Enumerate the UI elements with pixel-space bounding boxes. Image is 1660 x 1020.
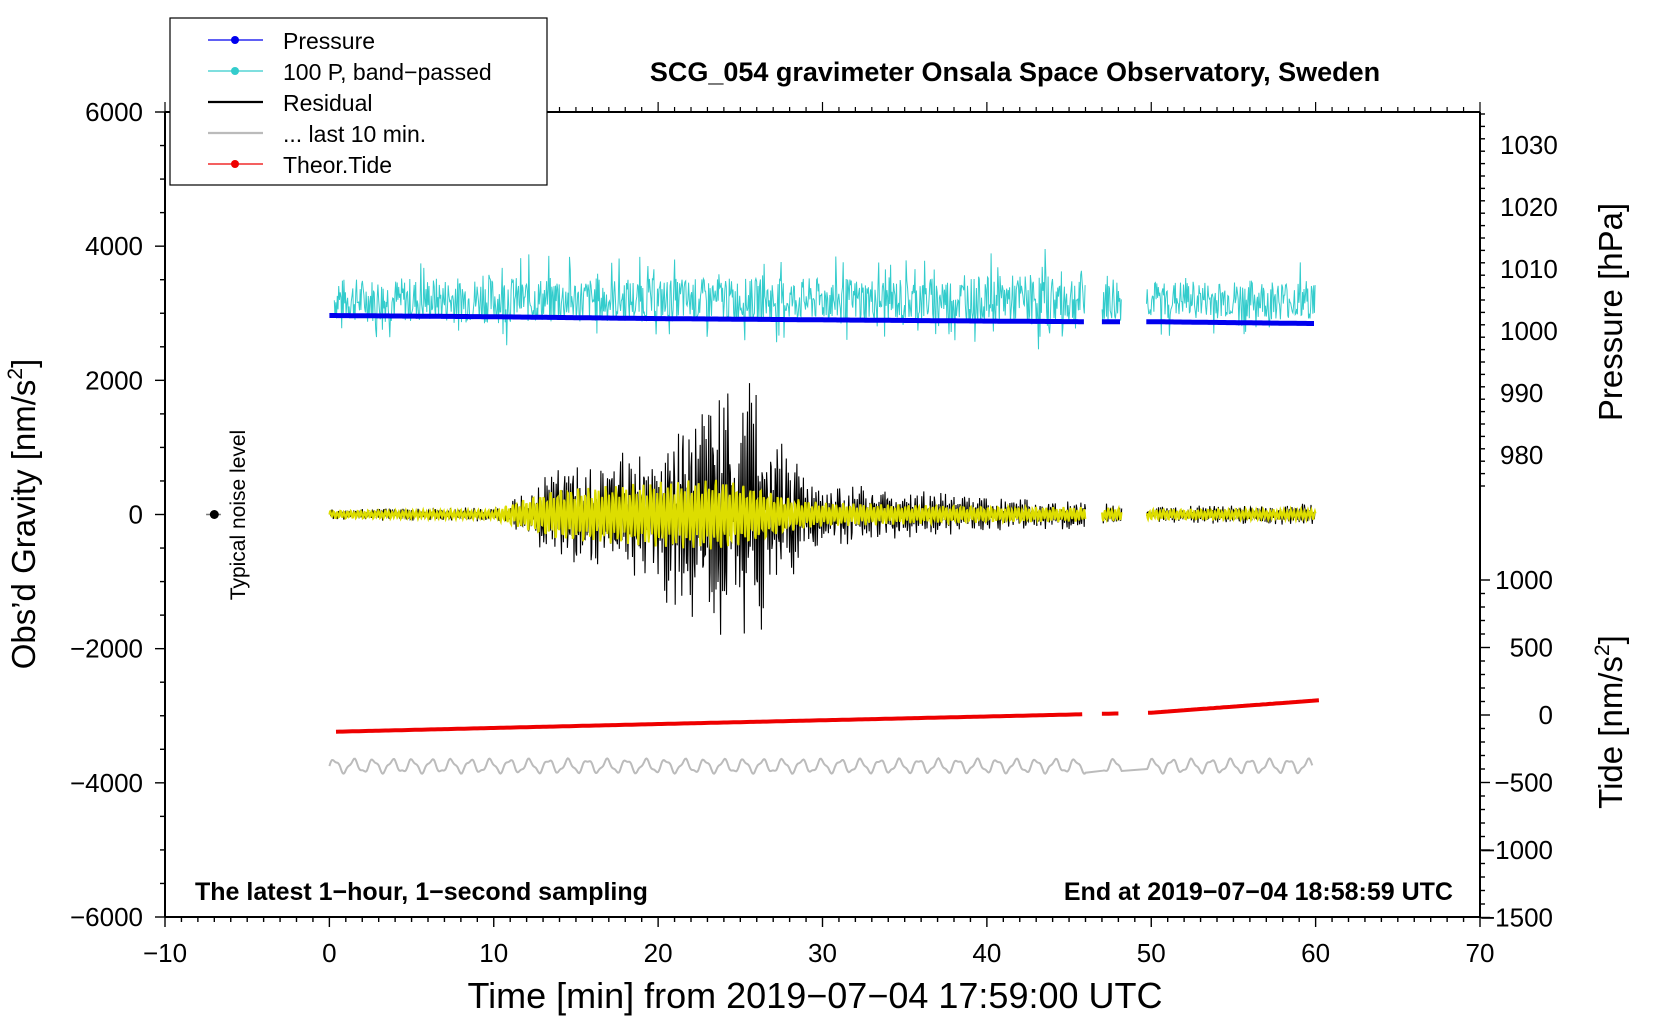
pressure-axis-label: Pressure [hPa] <box>1592 203 1629 421</box>
y-axis-label-left-exp: 2 <box>4 368 27 380</box>
legend-marker-bandpassed <box>231 67 239 75</box>
tide-line <box>335 698 1320 734</box>
chart-title: SCG_054 gravimeter Onsala Space Observat… <box>650 57 1380 87</box>
legend-label-residual: Residual <box>283 90 373 116</box>
x-tick-label: 70 <box>1466 938 1495 968</box>
legend-marker-pressure <box>231 36 239 44</box>
x-tick-label: 50 <box>1137 938 1166 968</box>
y-tick-label: −6000 <box>70 902 143 932</box>
y-axis-label-left: Obs’d Gravity [nm/s2] <box>4 359 42 670</box>
pressure-tick-label: 1030 <box>1500 130 1558 160</box>
legend: Pressure 100 P, band−passed Residual ...… <box>169 17 548 186</box>
legend-label-pressure: Pressure <box>283 28 375 54</box>
noise-level-marker <box>209 510 219 519</box>
tide-axis-label: Tide [nm/s2] <box>1591 635 1629 809</box>
sampling-note: The latest 1−hour, 1−second sampling <box>195 878 648 906</box>
y-tick-label: 2000 <box>85 365 143 395</box>
pressure-tick-label: 1020 <box>1500 192 1558 222</box>
legend-label-bandpassed: 100 P, band−passed <box>283 59 492 85</box>
y-tick-label: 6000 <box>85 97 143 127</box>
legend-label-tide: Theor.Tide <box>283 152 392 178</box>
bandpassed-pressure-line <box>333 248 1316 350</box>
pressure-tick-label: 1010 <box>1500 254 1558 284</box>
end-time-note: End at 2019−07−04 18:58:59 UTC <box>1064 878 1453 906</box>
filtered-residual-line <box>328 479 1317 550</box>
pressure-tick-label: 980 <box>1500 440 1543 470</box>
y-axis-label-left-text: Obs’d Gravity [nm/s <box>5 380 42 670</box>
x-tick-label: 20 <box>644 938 673 968</box>
x-axis-label: Time [min] from 2019−07−04 17:59:00 UTC <box>467 975 1162 1016</box>
tide-tick-label: −1000 <box>1480 835 1553 865</box>
y-tick-label: −2000 <box>70 634 143 664</box>
x-tick-label: 40 <box>972 938 1001 968</box>
axes: −10 0 10 20 30 40 50 60 706000400020000−2000−400… <box>70 97 1558 968</box>
x-tick-label: 10 <box>479 938 508 968</box>
noise-level-label: Typical noise level <box>227 430 250 600</box>
tide-axis-label-close: ] <box>1592 635 1629 644</box>
last-10-min-line <box>328 757 1314 775</box>
pressure-tick-label: 1000 <box>1500 316 1558 346</box>
tide-axis-label-text: Tide [nm/s <box>1592 656 1629 809</box>
legend-label-last10: ... last 10 min. <box>283 121 426 147</box>
tide-tick-label: −500 <box>1494 768 1553 798</box>
x-tick-label: 0 <box>322 938 336 968</box>
x-tick-label: 30 <box>808 938 837 968</box>
tide-tick-label: −1500 <box>1480 903 1553 933</box>
legend-marker-tide <box>231 160 239 168</box>
tide-axis-label-exp: 2 <box>1591 644 1614 656</box>
y-tick-label: 0 <box>129 500 143 530</box>
x-tick-label: 60 <box>1301 938 1330 968</box>
y-axis-label-left-close: ] <box>5 359 42 368</box>
x-tick-label: −10 <box>143 938 187 968</box>
tide-tick-label: 1000 <box>1495 565 1553 595</box>
y-tick-label: 4000 <box>85 231 143 261</box>
data-series <box>206 248 1320 775</box>
y-tick-label: −4000 <box>70 768 143 798</box>
pressure-tick-label: 990 <box>1500 378 1543 408</box>
tide-tick-label: 500 <box>1510 633 1553 663</box>
tide-tick-label: 0 <box>1539 700 1553 730</box>
pressure-line <box>329 313 1314 326</box>
